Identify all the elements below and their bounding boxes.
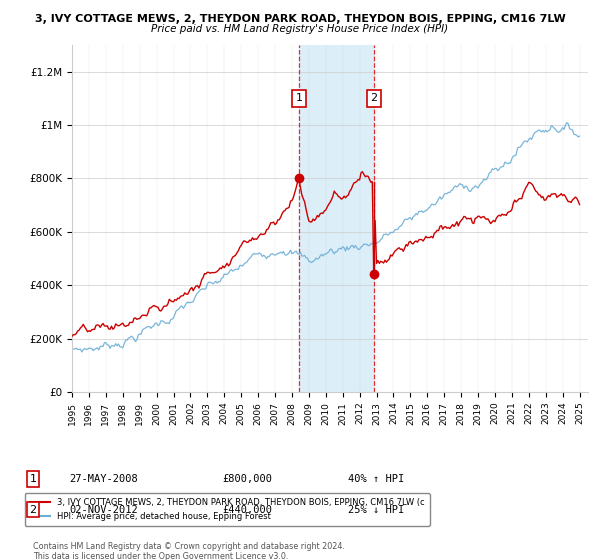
Text: 1: 1 bbox=[29, 474, 37, 484]
Text: 40% ↑ HPI: 40% ↑ HPI bbox=[348, 474, 404, 484]
Text: 27-MAY-2008: 27-MAY-2008 bbox=[69, 474, 138, 484]
Bar bbox=[299, 45, 374, 392]
Text: 02-NOV-2012: 02-NOV-2012 bbox=[69, 505, 138, 515]
Text: 1: 1 bbox=[295, 93, 302, 103]
Text: Price paid vs. HM Land Registry's House Price Index (HPI): Price paid vs. HM Land Registry's House … bbox=[151, 24, 449, 34]
Text: £440,000: £440,000 bbox=[222, 505, 272, 515]
Legend: 3, IVY COTTAGE MEWS, 2, THEYDON PARK ROAD, THEYDON BOIS, EPPING, CM16 7LW (c, HP: 3, IVY COTTAGE MEWS, 2, THEYDON PARK ROA… bbox=[25, 493, 430, 525]
Text: Contains HM Land Registry data © Crown copyright and database right 2024.
This d: Contains HM Land Registry data © Crown c… bbox=[33, 542, 345, 560]
Text: 2: 2 bbox=[29, 505, 37, 515]
Text: 25% ↓ HPI: 25% ↓ HPI bbox=[348, 505, 404, 515]
Text: 3, IVY COTTAGE MEWS, 2, THEYDON PARK ROAD, THEYDON BOIS, EPPING, CM16 7LW: 3, IVY COTTAGE MEWS, 2, THEYDON PARK ROA… bbox=[35, 14, 565, 24]
Text: £800,000: £800,000 bbox=[222, 474, 272, 484]
Text: 2: 2 bbox=[370, 93, 377, 103]
